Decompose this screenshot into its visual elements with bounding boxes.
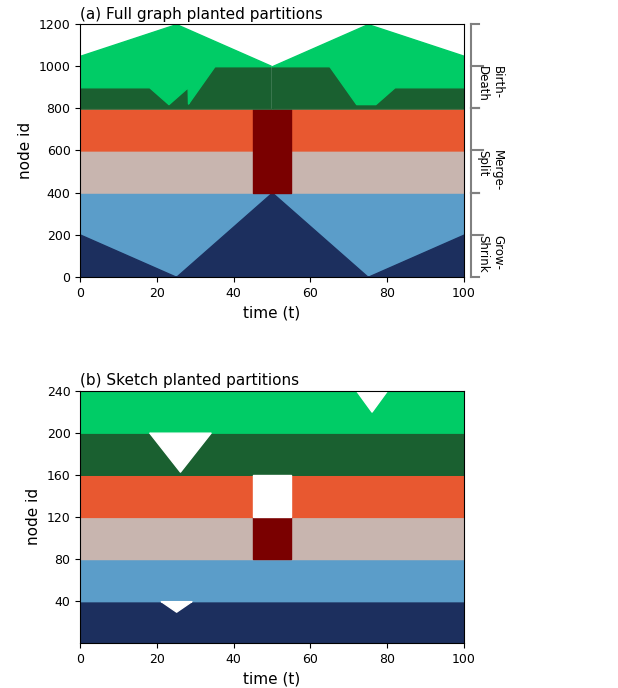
X-axis label: time (t): time (t) (243, 671, 300, 687)
X-axis label: time (t): time (t) (243, 305, 300, 320)
Text: (b) Sketch planted partitions: (b) Sketch planted partitions (80, 373, 300, 388)
Text: (a) Full graph planted partitions: (a) Full graph planted partitions (80, 6, 323, 21)
Text: Birth-
Death: Birth- Death (476, 66, 504, 102)
Text: Merge-
Split: Merge- Split (476, 151, 504, 192)
Text: Grow-
Shrink: Grow- Shrink (476, 235, 504, 272)
Y-axis label: node id: node id (18, 122, 33, 179)
Y-axis label: node id: node id (26, 488, 41, 546)
